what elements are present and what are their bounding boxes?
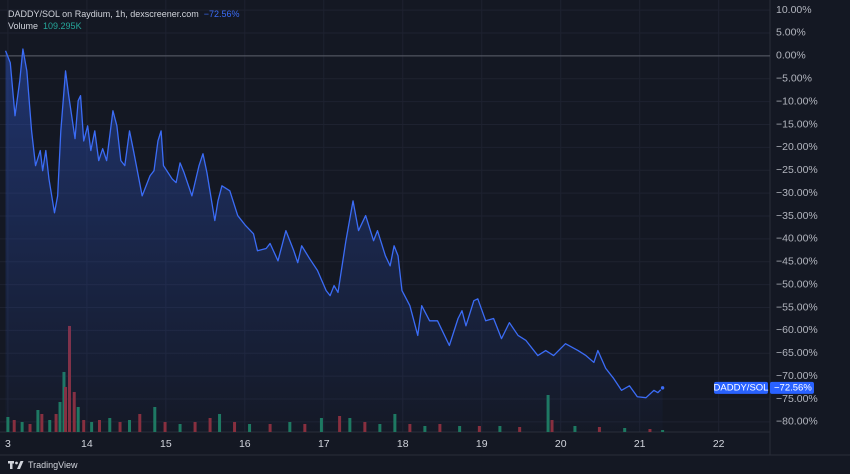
x-tick-label: 22 (713, 438, 725, 450)
volume-title: Volume (8, 21, 39, 31)
x-tick-label: 15 (160, 438, 172, 450)
y-tick-label: −35.00% (776, 210, 818, 222)
y-tick-label: 10.00% (776, 4, 812, 16)
y-tick-label: −70.00% (776, 370, 818, 382)
y-tick-label: −5.00% (776, 72, 812, 84)
volume-value: 109.295K (43, 21, 82, 31)
brand-logo (8, 461, 24, 469)
x-tick-label: 3 (5, 438, 11, 450)
price-tag-value-bg (770, 381, 814, 394)
x-tick-label: 16 (239, 438, 251, 450)
x-tick-label: 18 (397, 438, 409, 450)
x-tick-label: 21 (634, 438, 646, 450)
y-tick-label: −50.00% (776, 278, 818, 290)
x-tick-label: 17 (318, 438, 330, 450)
price-line (4, 48, 664, 399)
y-tick-label: −65.00% (776, 347, 818, 359)
brand-name: TradingView (28, 460, 78, 470)
y-tick-label: −25.00% (776, 164, 818, 176)
y-tick-label: −15.00% (776, 118, 818, 130)
y-tick-label: −60.00% (776, 324, 818, 336)
chart-title: DADDY/SOL on Raydium, 1h, dexscreener.co… (8, 9, 199, 19)
legend-line-2: Volume 109.295K (8, 21, 87, 31)
x-tick-label: 14 (81, 438, 93, 450)
y-tick-label: −10.00% (776, 95, 818, 107)
price-tag-name-bg (714, 381, 768, 394)
x-tick-label: 20 (555, 438, 567, 450)
legend-line-1: DADDY/SOL on Raydium, 1h, dexscreener.co… (8, 9, 245, 19)
y-tick-label: −80.00% (776, 416, 818, 428)
price-tag-value: −72.56% (774, 382, 812, 393)
brand: TradingView (8, 460, 78, 470)
y-tick-label: −75.00% (776, 393, 818, 405)
last-point (659, 385, 666, 391)
title-change: −72.56% (203, 9, 240, 19)
volume-bar (661, 430, 665, 432)
y-tick-label: −30.00% (776, 187, 818, 199)
y-tick-label: −20.00% (776, 141, 818, 153)
area (5, 48, 663, 432)
x-tick-label: 19 (476, 438, 488, 450)
y-tick-label: −55.00% (776, 301, 818, 313)
y-tick-label: −45.00% (776, 256, 818, 268)
y-tick-label: 5.00% (776, 27, 806, 39)
y-tick-label: −40.00% (776, 233, 818, 245)
price-tag-name: DADDY/SOL (714, 382, 769, 393)
y-tick-label: 0.00% (776, 50, 806, 62)
